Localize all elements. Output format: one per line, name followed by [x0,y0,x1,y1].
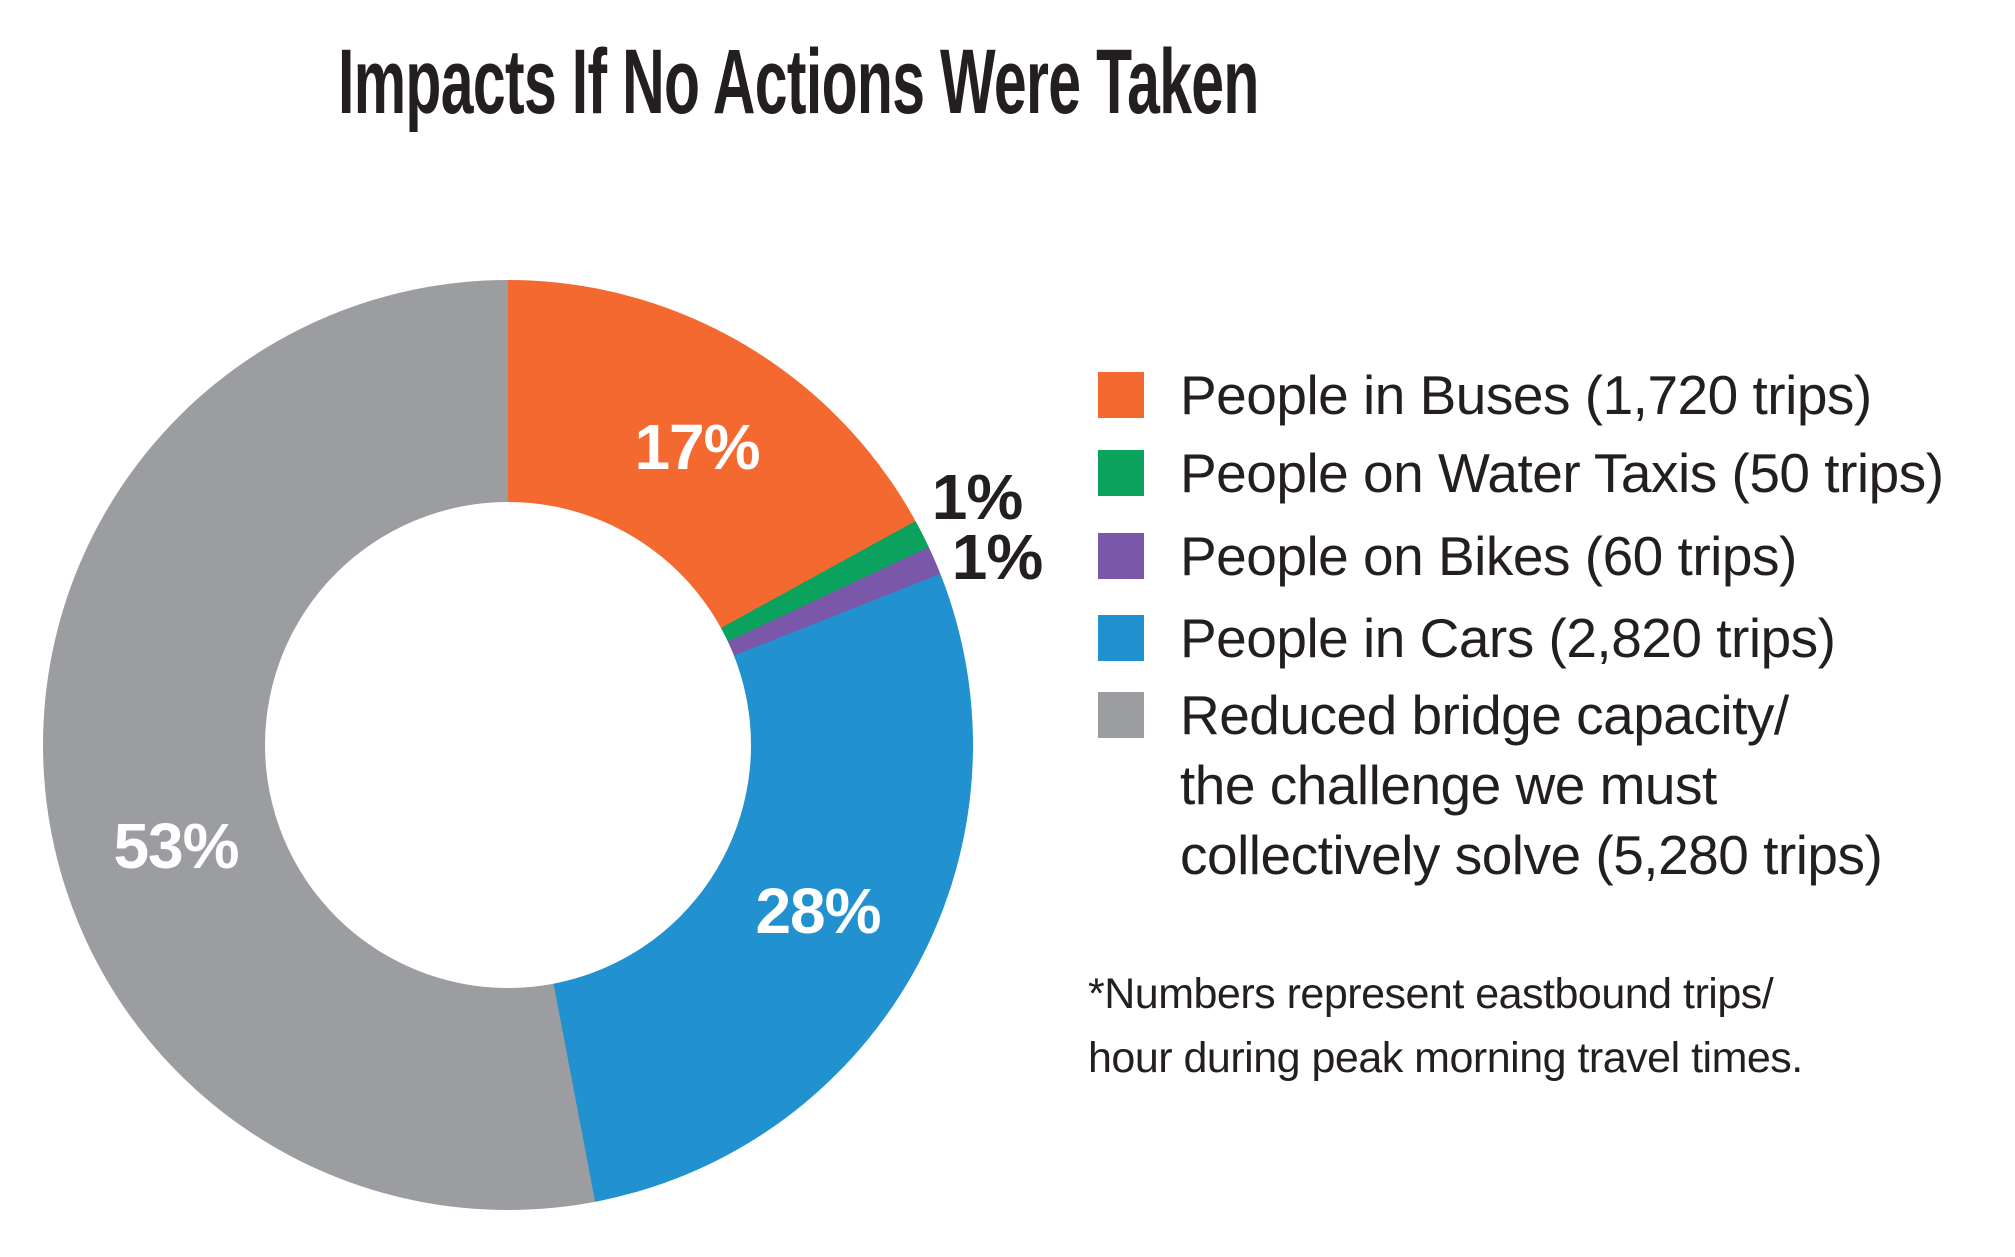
slice-label-water-taxis: 1% [931,461,1023,533]
slice-label-cars: 28% [755,875,881,947]
legend-label-line: Reduced bridge capacity/ [1180,684,1789,746]
donut-chart [43,280,973,1210]
legend-item-cars: People in Cars (2,820 trips) [1098,607,1836,673]
legend-swatch-water-taxis [1098,450,1144,496]
legend-label-bikes: People on Bikes (60 trips) [1180,521,1797,591]
footnote-line: hour during peak morning travel times. [1088,1034,1803,1082]
donut-hole [265,502,751,988]
legend-label-cars: People in Cars (2,820 trips) [1180,603,1836,673]
chart-title: Impacts If No Actions Were Taken [338,31,1259,133]
legend-item-bikes: People on Bikes (60 trips) [1098,525,1797,591]
legend-label-line: collectively solve (5,280 trips) [1180,824,1883,886]
legend-swatch-bikes [1098,533,1144,579]
footnote-line: *Numbers represent eastbound trips/ [1088,970,1774,1018]
legend-label-line: People in Cars (2,820 trips) [1180,607,1836,669]
legend-label-line: People on Bikes (60 trips) [1180,525,1797,587]
legend-label-water-taxis: People on Water Taxis (50 trips) [1180,438,1944,508]
legend-item-water-taxis: People on Water Taxis (50 trips) [1098,442,1944,508]
legend-swatch-buses [1098,372,1144,418]
legend-swatch-cars [1098,615,1144,661]
legend-label-buses: People in Buses (1,720 trips) [1180,360,1872,430]
legend-swatch-bridge [1098,692,1144,738]
legend-label-bridge: Reduced bridge capacity/ the challenge w… [1180,680,1883,890]
legend-item-buses: People in Buses (1,720 trips) [1098,364,1872,430]
legend-label-line: the challenge we must [1180,754,1717,816]
slice-label-buses: 17% [634,411,760,483]
footnote: *Numbers represent eastbound trips/ hour… [1088,962,1803,1090]
legend-item-bridge: Reduced bridge capacity/ the challenge w… [1098,684,1883,890]
legend-label-line: People on Water Taxis (50 trips) [1180,442,1944,504]
slice-label-bikes: 1% [951,521,1043,593]
slice-label-bridge: 53% [113,810,239,882]
legend-label-line: People in Buses (1,720 trips) [1180,364,1872,426]
